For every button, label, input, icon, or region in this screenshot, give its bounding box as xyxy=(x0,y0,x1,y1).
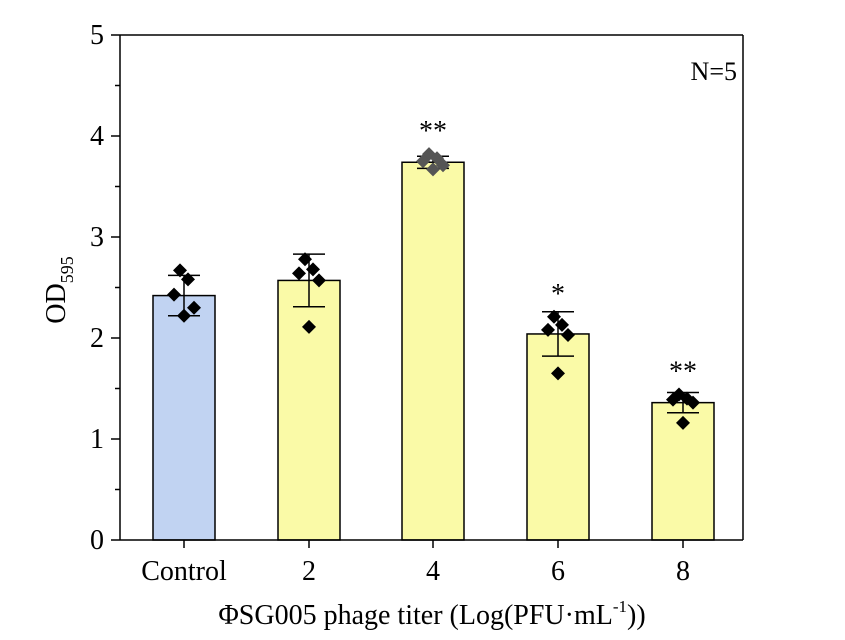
data-point-marker xyxy=(292,266,306,281)
y-tick-label: 5 xyxy=(90,20,104,51)
x-ticks-layer: Control 2 4 6 8 xyxy=(141,540,690,587)
significance-marker: * xyxy=(551,279,565,310)
y-axis-label-main: OD xyxy=(41,283,72,323)
data-point-marker xyxy=(187,300,201,315)
y-tick-label: 1 xyxy=(90,424,104,455)
data-points-layer xyxy=(167,147,700,430)
data-point-marker xyxy=(436,158,450,173)
data-point-marker xyxy=(426,162,440,177)
data-point-marker xyxy=(676,415,690,430)
data-point-marker xyxy=(561,327,575,342)
y-axis-label-subscript: 595 xyxy=(57,256,77,283)
x-tick-label: 8 xyxy=(676,556,690,587)
bar-control xyxy=(152,294,216,541)
x-axis-label-main: ΦSG005 phage titer (Log(PFU·mL xyxy=(218,600,613,631)
data-point-marker xyxy=(302,319,316,334)
data-point-marker xyxy=(666,392,680,407)
significance-layer: ***** xyxy=(419,116,697,387)
x-tick-label: Control xyxy=(141,556,227,587)
data-point-marker xyxy=(541,322,555,337)
y-tick-label: 3 xyxy=(90,222,104,253)
y-axis-label: OD595 xyxy=(41,256,77,323)
x-tick-label: 2 xyxy=(302,556,316,587)
bar-titer-4 xyxy=(401,161,465,541)
bar-titer-6 xyxy=(526,333,590,541)
data-point-marker xyxy=(167,287,181,302)
data-point-marker xyxy=(686,395,700,410)
annotation-n: N=5 xyxy=(691,57,737,86)
data-point-marker xyxy=(416,154,430,169)
y-ticks-layer: 0 1 2 3 4 5 xyxy=(90,20,120,556)
x-tick-label: 4 xyxy=(426,556,440,587)
significance-marker: ** xyxy=(669,357,697,388)
data-point-marker xyxy=(298,252,312,267)
bars-layer xyxy=(152,161,715,541)
data-point-marker xyxy=(555,317,569,332)
data-point-marker xyxy=(173,263,187,278)
data-point-marker xyxy=(547,309,561,324)
x-axis-label-superscript: -1 xyxy=(613,597,627,616)
data-point-marker xyxy=(551,366,565,381)
y-tick-label: 4 xyxy=(90,121,104,152)
y-tick-label: 0 xyxy=(90,525,104,556)
data-point-marker xyxy=(306,262,320,277)
significance-marker: ** xyxy=(419,116,447,147)
data-point-marker xyxy=(312,273,326,288)
x-axis-label: ΦSG005 phage titer (Log(PFU·mL-1)) xyxy=(218,597,645,631)
bar-titer-2 xyxy=(277,279,341,541)
y-tick-label: 2 xyxy=(90,323,104,354)
data-point-marker xyxy=(177,308,191,323)
x-axis-label-suffix: )) xyxy=(627,600,646,631)
x-tick-label: 6 xyxy=(551,556,565,587)
data-point-marker xyxy=(181,272,195,287)
